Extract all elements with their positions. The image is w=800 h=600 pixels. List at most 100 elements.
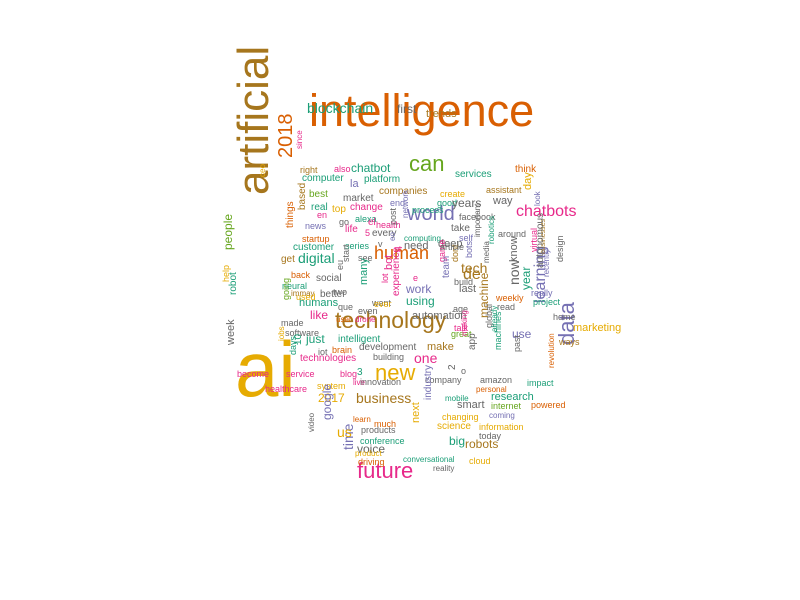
cloud-word-day: day bbox=[522, 172, 534, 190]
cloud-word-people: people bbox=[221, 213, 235, 250]
cloud-word-project: project bbox=[533, 296, 561, 307]
cloud-word-internet: internet bbox=[491, 400, 522, 411]
cloud-word-information: information bbox=[479, 421, 524, 432]
cloud-word-top: top bbox=[332, 204, 346, 215]
cloud-word-learn: learn bbox=[353, 414, 371, 424]
cloud-word-blog: blog bbox=[340, 368, 358, 379]
cloud-word-intelligent: intelligent bbox=[338, 334, 381, 345]
cloud-word-already: already bbox=[490, 305, 499, 332]
cloud-word-development: development bbox=[359, 342, 417, 353]
cloud-word-based: based bbox=[297, 182, 308, 210]
cloud-word-driving: driving bbox=[358, 456, 385, 467]
cloud-word-facebook: facebook bbox=[459, 211, 496, 222]
cloud-word-10: 10 bbox=[293, 333, 304, 345]
cloud-word-jobs: jobs bbox=[277, 326, 286, 341]
cloud-word-business: business bbox=[356, 389, 412, 406]
cloud-word-el: el bbox=[368, 217, 376, 228]
cloud-word-made: made bbox=[281, 317, 304, 328]
cloud-word-technology: technology bbox=[335, 306, 447, 333]
cloud-word-two: two bbox=[333, 286, 348, 297]
cloud-word-become: become bbox=[237, 368, 270, 379]
cloud-word-bots: bots bbox=[464, 240, 474, 258]
cloud-word-health: health bbox=[376, 219, 401, 230]
cloud-word-intelligence: intelligence bbox=[309, 85, 535, 136]
cloud-word-look: look bbox=[533, 191, 542, 206]
cloud-word-o: o bbox=[461, 365, 467, 376]
cloud-word-4: 4 bbox=[393, 245, 405, 252]
cloud-word-services: services bbox=[455, 169, 492, 180]
cloud-word-better: better bbox=[320, 289, 346, 300]
cloud-word-brain: brain bbox=[332, 344, 353, 355]
cloud-word-live: live bbox=[353, 377, 366, 387]
cloud-word-great: great bbox=[451, 328, 472, 339]
cloud-word-system: system bbox=[317, 380, 346, 391]
cloud-word-tech: tech bbox=[461, 259, 488, 276]
cloud-word-powered: powered bbox=[531, 399, 566, 410]
cloud-word-service: service bbox=[286, 368, 315, 379]
cloud-word-user: user bbox=[336, 314, 352, 324]
cloud-word-even: even bbox=[358, 305, 378, 316]
cloud-word-blockchain: blockchain bbox=[307, 99, 374, 116]
cloud-word-one: one bbox=[414, 349, 438, 366]
cloud-word-experience: experience bbox=[391, 247, 402, 296]
cloud-word-product: product bbox=[355, 448, 382, 458]
cloud-word-post: post bbox=[388, 207, 398, 225]
cloud-word-robotics: robotics bbox=[487, 215, 496, 244]
cloud-word-2018: 2018 bbox=[275, 113, 297, 159]
cloud-word-build: build bbox=[454, 276, 474, 287]
cloud-word-de: de bbox=[463, 266, 481, 284]
cloud-word-smart: smart bbox=[457, 399, 485, 412]
cloud-word-recently: recently bbox=[542, 248, 551, 277]
cloud-word-conference: conference bbox=[360, 435, 405, 446]
cloud-word-take: take bbox=[451, 223, 470, 234]
cloud-word-computing: computing bbox=[404, 233, 441, 243]
cloud-word-first: first bbox=[397, 102, 417, 117]
cloud-word-artificial: artificial bbox=[229, 45, 278, 195]
cloud-word-right: right bbox=[300, 164, 318, 175]
cloud-word-design: design bbox=[555, 235, 565, 262]
cloud-word-social: social bbox=[316, 273, 342, 284]
cloud-word-chatbot: chatbot bbox=[351, 161, 391, 176]
cloud-word-ever: ever bbox=[374, 298, 392, 309]
cloud-word-last: last bbox=[459, 283, 477, 296]
cloud-word-years: years bbox=[452, 196, 482, 211]
cloud-word-world: world bbox=[407, 203, 455, 225]
cloud-word-news: news bbox=[305, 220, 327, 231]
cloud-word-products: products bbox=[361, 424, 396, 435]
cloud-word-just: just bbox=[306, 332, 325, 347]
cloud-word-team: team bbox=[441, 255, 452, 278]
cloud-word-see: see bbox=[358, 252, 373, 263]
cloud-word-reality: reality bbox=[433, 463, 455, 473]
cloud-word-us: us bbox=[337, 423, 352, 440]
cloud-word-ways: ways bbox=[559, 336, 580, 347]
cloud-word-change: change bbox=[350, 202, 383, 213]
cloud-word-think: think bbox=[515, 164, 537, 175]
cloud-word-marketing: marketing bbox=[573, 322, 622, 335]
cloud-word-building: building bbox=[373, 351, 405, 362]
cloud-word-revolution: revolution bbox=[547, 333, 556, 368]
cloud-word-process: process bbox=[412, 204, 444, 215]
cloud-word-automation: automation bbox=[412, 310, 467, 323]
cloud-word-used: used bbox=[296, 291, 316, 302]
cloud-word-network: network bbox=[401, 189, 410, 218]
cloud-word-video: video bbox=[307, 412, 316, 432]
cloud-word-que: que bbox=[338, 301, 354, 312]
cloud-word-also: also bbox=[334, 163, 351, 174]
cloud-word-eu: eu bbox=[335, 259, 345, 270]
cloud-word-series: series bbox=[345, 240, 370, 251]
cloud-word-assistant: assistant bbox=[486, 184, 522, 195]
cloud-word-talk: talk bbox=[454, 322, 469, 333]
cloud-word-big: big bbox=[449, 434, 466, 449]
cloud-word-future: future bbox=[357, 458, 414, 484]
cloud-word-amazon: amazon bbox=[480, 374, 513, 385]
cloud-word-weekly: weekly bbox=[496, 292, 524, 303]
cloud-word-today: today bbox=[479, 430, 502, 441]
cloud-word-want: want bbox=[372, 297, 392, 308]
cloud-word-companies: companies bbox=[379, 186, 428, 197]
cloud-word-company: company bbox=[425, 374, 462, 385]
cloud-word-technologies: technologies bbox=[300, 353, 357, 364]
cloud-word-platform: platform bbox=[364, 174, 401, 185]
cloud-word-read: read bbox=[497, 301, 516, 312]
cloud-word-la: la bbox=[350, 178, 359, 191]
